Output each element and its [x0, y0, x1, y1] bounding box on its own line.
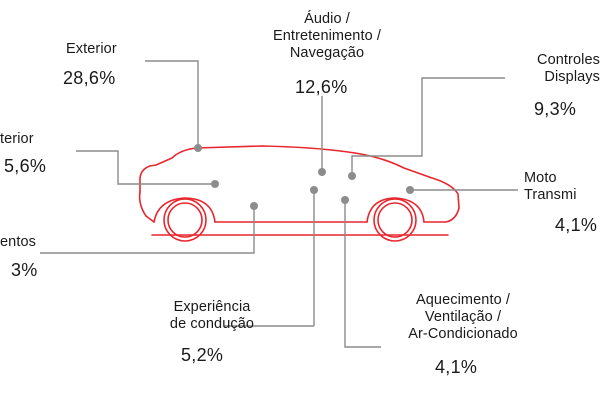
callout-controles-label: Controles Displays: [537, 52, 600, 85]
callout-aquecimento-label: Aquecimento / Ventilação / Ar-Condiciona…: [408, 292, 518, 342]
callout-assentos-label: entos: [0, 234, 36, 250]
leader-lines: [40, 60, 518, 348]
dot-aquecimento: [341, 196, 349, 204]
callout-audio-label: Áudio / Entretenimento / Navegação: [273, 11, 381, 61]
dot-audio: [318, 168, 326, 176]
callout-experiencia-value: 5,2%: [181, 345, 224, 365]
leader-assentos: [40, 206, 255, 254]
car-outline: [138, 145, 460, 242]
callout-experiencia-label: Experiência de condução: [169, 299, 255, 332]
callout-motor-value: 4,1%: [555, 215, 598, 235]
anchor-dots: [194, 144, 414, 210]
callout-exterior-value: 28,6%: [63, 68, 116, 88]
dot-exterior: [194, 144, 202, 152]
callout-motor-label: Moto Transmi: [524, 170, 577, 203]
leader-aquecimento: [344, 200, 381, 348]
leader-controles: [351, 77, 505, 176]
dot-experiencia: [310, 186, 318, 194]
dot-interior: [211, 180, 219, 188]
dot-assentos: [250, 202, 258, 210]
callout-audio-value: 12,6%: [295, 77, 348, 97]
dot-controles: [348, 172, 356, 180]
callout-interior-value: 5,6%: [4, 156, 47, 176]
callout-aquecimento-value: 4,1%: [435, 357, 478, 377]
leader-exterior: [145, 60, 199, 148]
callout-interior-label: terior: [0, 131, 34, 147]
dot-motor: [406, 186, 414, 194]
callout-assentos-value: 3%: [11, 260, 38, 280]
leader-interior: [76, 150, 215, 185]
callout-controles-value: 9,3%: [534, 99, 577, 119]
callout-exterior-label: Exterior: [66, 41, 117, 57]
